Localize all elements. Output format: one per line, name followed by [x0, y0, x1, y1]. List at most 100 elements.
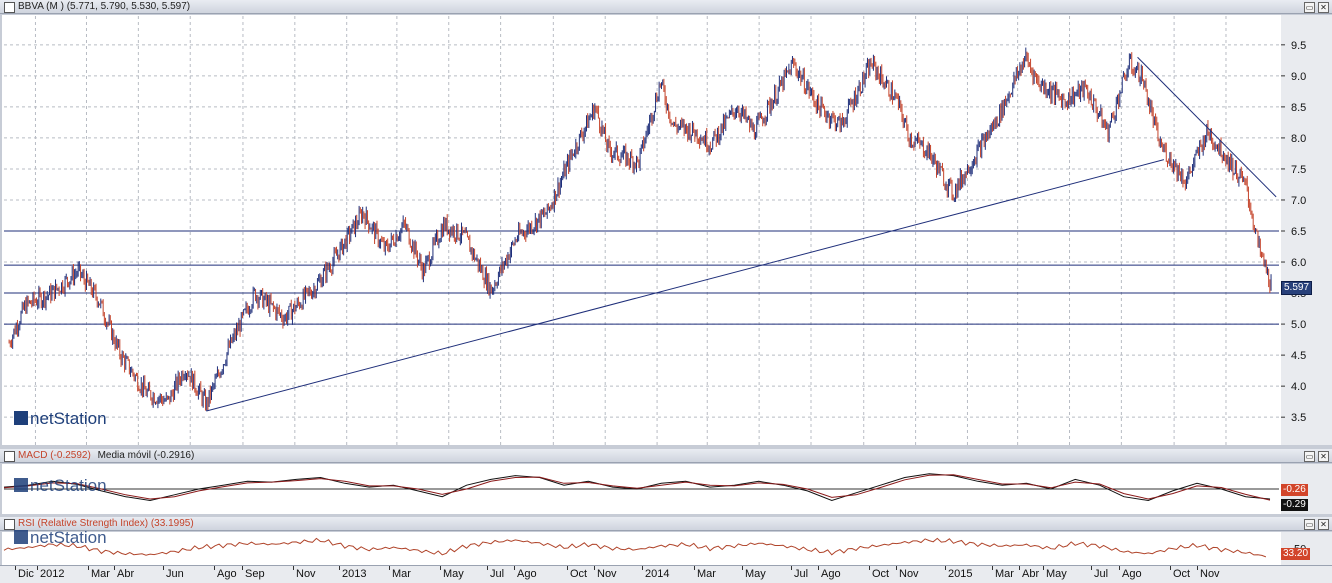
date-axis-label: May: [1046, 568, 1067, 580]
date-axis-label: Mar: [995, 568, 1014, 580]
date-axis-tick: [694, 566, 695, 570]
date-axis-label: 2014: [645, 568, 670, 580]
date-axis-label: Dic: [18, 568, 34, 580]
netstation-logo-icon: [14, 530, 28, 544]
date-axis-label: Oct: [1173, 568, 1191, 580]
date-axis-label: Mar: [91, 568, 110, 580]
date-axis-tick: [642, 566, 643, 570]
rsi-panel: RSI (Relative Strength Index) (33.1995) …: [0, 517, 1332, 565]
netstation-logo-text: netStation: [30, 409, 107, 428]
window-icon: [4, 451, 15, 462]
date-axis-label: Oct: [872, 568, 890, 580]
date-axis-tick: [389, 566, 390, 570]
date-axis-tick: [1119, 566, 1120, 570]
close-button[interactable]: ✕: [1318, 2, 1329, 13]
y-tick-label: 5.0: [1291, 319, 1306, 331]
date-axis-label: Nov: [899, 568, 919, 580]
date-axis-label: Mar: [392, 568, 411, 580]
date-axis-label: Ago: [821, 568, 841, 580]
netstation-logo-text: netStation: [30, 476, 107, 495]
rsi-value-badge: 33.20: [1281, 548, 1311, 560]
price-titlebar: BBVA (M ) (5.771, 5.790, 5.530, 5.597) ▭…: [0, 0, 1332, 14]
date-axis-tick: [440, 566, 441, 570]
last-price-badge: 5.597: [1281, 281, 1313, 295]
date-axis-label: Jul: [1094, 568, 1109, 580]
y-tick-label: 8.0: [1291, 133, 1306, 145]
date-axis-label: Jun: [166, 568, 184, 580]
restore-button[interactable]: ▭: [1304, 2, 1315, 13]
y-tick-label: 4.0: [1291, 381, 1306, 393]
close-button[interactable]: ✕: [1318, 451, 1329, 462]
date-axis-tick: [37, 566, 38, 570]
macd-title-wrap: MACD (-0.2592) Media móvil (-0.2916): [18, 450, 194, 461]
price-y-axis: [1281, 15, 1332, 445]
macd-title: MACD (-0.2592): [18, 450, 91, 461]
date-axis-label: Abr: [1022, 568, 1040, 580]
date-axis-tick: [1170, 566, 1171, 570]
date-axis-tick: [1043, 566, 1044, 570]
price-chart-svg: 9.59.08.58.07.57.06.56.05.55.04.54.03.5: [4, 16, 1306, 445]
close-button[interactable]: ✕: [1318, 519, 1329, 530]
date-axis-label: Mar: [697, 568, 716, 580]
date-axis-label: 2012: [40, 568, 65, 580]
date-axis-tick: [869, 566, 870, 570]
date-axis-label: Ago: [1122, 568, 1142, 580]
price-plot[interactable]: [2, 15, 1281, 445]
date-axis-label: Nov: [1200, 568, 1220, 580]
date-axis-tick: [1019, 566, 1020, 570]
rsi-line: [3, 537, 1267, 558]
date-axis-tick: [214, 566, 215, 570]
restore-button[interactable]: ▭: [1304, 519, 1315, 530]
window-icon: [4, 2, 15, 13]
y-tick-label: 9.5: [1291, 40, 1306, 52]
macd-chart-svg: 0.0: [3, 473, 1306, 502]
y-tick-label: 3.5: [1291, 412, 1306, 424]
date-axis-label: Sep: [245, 568, 265, 580]
date-axis-label: May: [745, 568, 766, 580]
date-axis-tick: [88, 566, 89, 570]
macd-value-badge: -0.26: [1281, 484, 1308, 496]
price-panel: BBVA (M ) (5.771, 5.790, 5.530, 5.597) ▭…: [0, 0, 1332, 445]
trendline: [1137, 56, 1277, 198]
restore-button[interactable]: ▭: [1304, 451, 1315, 462]
date-axis-tick: [818, 566, 819, 570]
date-axis-label: Abr: [117, 568, 135, 580]
netstation-logo: netStation: [14, 409, 107, 429]
date-axis-label: May: [443, 568, 464, 580]
macd-signal-badge: -0.29: [1281, 499, 1308, 511]
date-axis-tick: [1197, 566, 1198, 570]
macd-signal-title: Media móvil (-0.2916): [97, 450, 195, 461]
macd-line: [3, 473, 1271, 502]
date-axis-tick: [242, 566, 243, 570]
date-axis-tick: [742, 566, 743, 570]
netstation-logo-icon: [14, 411, 28, 425]
date-axis-label: 2013: [342, 568, 367, 580]
date-axis-label: Jul: [794, 568, 809, 580]
date-axis-tick: [791, 566, 792, 570]
y-tick-label: 6.0: [1291, 257, 1306, 269]
date-axis-tick: [896, 566, 897, 570]
date-axis-tick: [992, 566, 993, 570]
date-axis-tick: [114, 566, 115, 570]
date-axis-label: Nov: [597, 568, 617, 580]
rsi-chart-svg: 50: [3, 537, 1306, 558]
netstation-logo: netStation: [14, 476, 107, 496]
y-tick-label: 9.0: [1291, 71, 1306, 83]
date-axis-label: Jul: [490, 568, 505, 580]
macd-panel: MACD (-0.2592) Media móvil (-0.2916) ▭ ✕…: [0, 449, 1332, 515]
date-axis-tick: [567, 566, 568, 570]
macd-signal-line: [3, 474, 1271, 501]
date-axis-label: Nov: [296, 568, 316, 580]
trendline: [206, 159, 1165, 412]
y-tick-label: 6.5: [1291, 226, 1306, 238]
macd-titlebar: MACD (-0.2592) Media móvil (-0.2916) ▭ ✕: [0, 449, 1332, 463]
y-tick-label: 7.5: [1291, 164, 1306, 176]
netstation-logo-icon: [14, 478, 28, 492]
date-axis-tick: [514, 566, 515, 570]
date-axis-tick: [15, 566, 16, 570]
date-axis-label: Ago: [217, 568, 237, 580]
window-icon: [4, 519, 15, 530]
y-tick-label: 4.5: [1291, 350, 1306, 362]
y-tick-label: 8.5: [1291, 102, 1306, 114]
date-axis-tick: [487, 566, 488, 570]
